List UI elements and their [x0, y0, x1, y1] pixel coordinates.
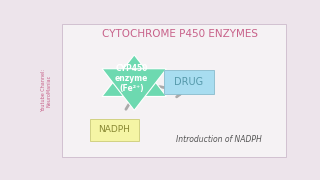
Text: CYP450
enzyme
(Fe²⁺): CYP450 enzyme (Fe²⁺) [115, 64, 148, 93]
Text: DRUG: DRUG [174, 77, 204, 87]
FancyBboxPatch shape [62, 24, 285, 158]
Text: CYTOCHROME P450 ENZYMES: CYTOCHROME P450 ENZYMES [102, 28, 258, 39]
Polygon shape [102, 55, 166, 96]
Text: NADPH: NADPH [99, 125, 130, 134]
Text: Introduction of NADPH: Introduction of NADPH [176, 135, 261, 144]
FancyBboxPatch shape [164, 70, 214, 94]
Text: Youtube Channel:
NeuroManiac: Youtube Channel: NeuroManiac [41, 69, 52, 112]
FancyBboxPatch shape [90, 119, 139, 141]
Polygon shape [102, 69, 166, 110]
